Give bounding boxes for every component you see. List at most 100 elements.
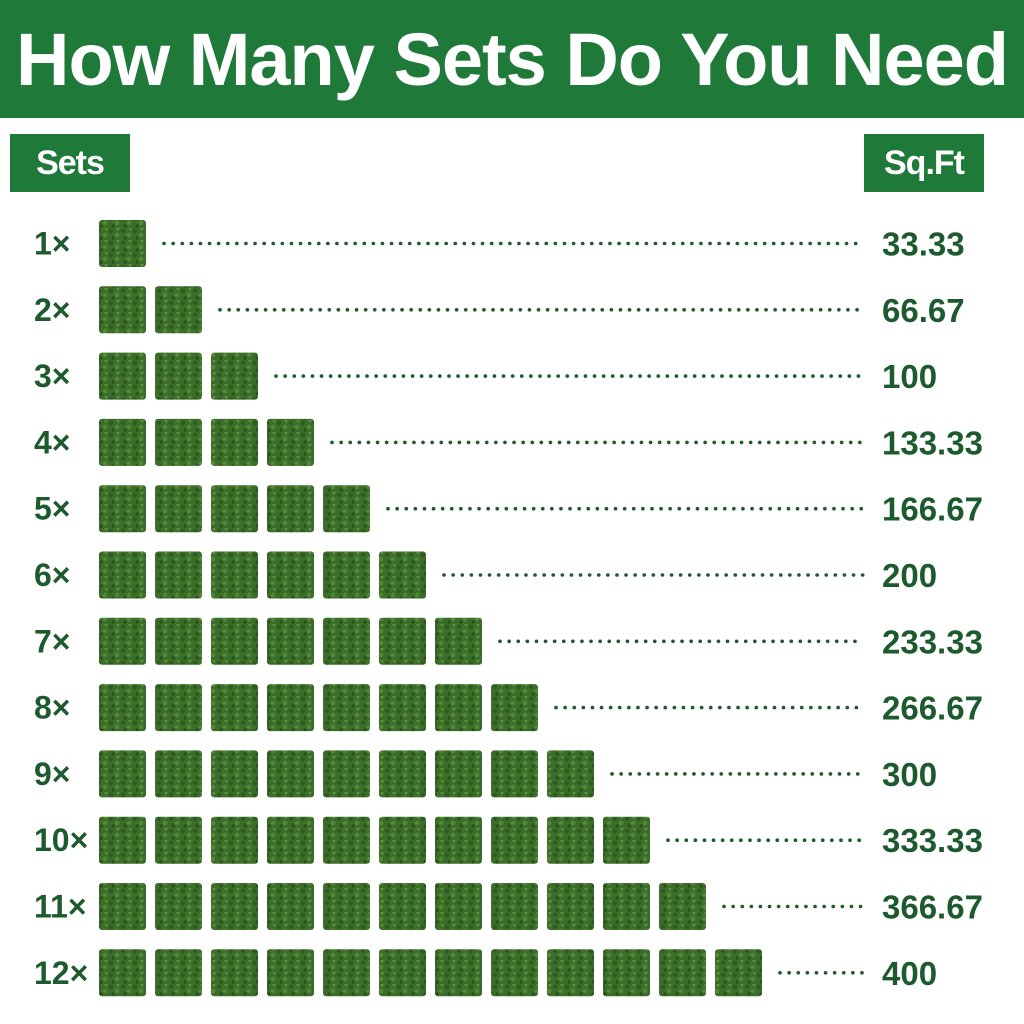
sqft-value-label: 33.33 <box>882 226 965 263</box>
grass-tile <box>547 883 594 930</box>
grass-tile <box>99 617 146 665</box>
sqft-column-header: Sq.Ft <box>864 134 984 192</box>
grass-tile <box>659 883 706 930</box>
grass-tile <box>99 220 146 267</box>
grass-tile <box>155 617 202 665</box>
grass-tile <box>155 485 202 533</box>
grass-tile <box>155 352 202 400</box>
sqft-value-label: 233.33 <box>882 623 983 660</box>
grass-tile <box>99 352 146 400</box>
sqft-value-label: 300 <box>882 756 937 793</box>
grass-tile <box>379 684 426 732</box>
grass-tile <box>211 418 258 466</box>
title-banner: How Many Sets Do You Need <box>0 0 1024 118</box>
row-label: 10× <box>34 822 88 858</box>
grass-tile <box>267 750 314 798</box>
grass-tile <box>99 949 146 997</box>
sqft-value-label: 66.67 <box>882 292 965 329</box>
grass-tile <box>155 949 202 997</box>
sqft-value-label: 133.33 <box>882 424 983 461</box>
row-label: 1× <box>34 226 70 262</box>
sets-column-header: Sets <box>10 134 130 192</box>
chart-title: How Many Sets Do You Need <box>16 17 1009 101</box>
row-label: 9× <box>34 756 70 792</box>
grass-tile <box>267 551 314 599</box>
grass-tile <box>659 949 706 997</box>
grass-tile <box>211 684 258 732</box>
grass-tile <box>211 617 258 665</box>
grass-tile <box>491 883 538 930</box>
grass-tile <box>435 750 482 798</box>
grass-tile <box>155 750 202 798</box>
grass-tile <box>547 949 594 997</box>
grass-tile <box>211 750 258 798</box>
grass-tile <box>323 551 370 599</box>
grass-tile <box>379 949 426 997</box>
grass-tile <box>435 883 482 930</box>
grass-tile <box>323 750 370 798</box>
grass-tile <box>603 816 650 864</box>
grass-tile <box>547 816 594 864</box>
grass-tile <box>547 750 594 798</box>
grass-tile <box>491 816 538 864</box>
grass-tile <box>99 286 146 334</box>
grass-tile <box>603 883 650 930</box>
grass-tile <box>99 551 146 599</box>
grass-tile <box>715 949 762 997</box>
grass-tile <box>267 684 314 732</box>
grass-tile <box>211 551 258 599</box>
grass-tile <box>99 816 146 864</box>
grass-tile <box>267 816 314 864</box>
grass-tile <box>491 949 538 997</box>
grass-tile <box>211 485 258 533</box>
sqft-value-label: 266.67 <box>882 690 983 727</box>
row-label: 4× <box>34 424 70 460</box>
grass-tile <box>435 949 482 997</box>
sqft-value-label: 166.67 <box>882 491 983 528</box>
grass-tile <box>211 949 258 997</box>
grass-tile <box>99 750 146 798</box>
grass-tile <box>491 684 538 732</box>
grass-tile <box>211 352 258 400</box>
row-label: 3× <box>34 358 70 394</box>
grass-tile <box>155 684 202 732</box>
row-label: 11× <box>34 889 87 925</box>
grass-tile <box>155 816 202 864</box>
row-label: 7× <box>34 623 70 659</box>
grass-tile <box>155 286 202 334</box>
grass-tile <box>99 883 146 930</box>
sqft-value-label: 100 <box>882 358 937 395</box>
row-label: 5× <box>34 491 70 527</box>
sqft-value-label: 400 <box>882 955 937 992</box>
grass-tile <box>99 485 146 533</box>
grass-tile <box>267 485 314 533</box>
sqft-value-label: 333.33 <box>882 822 983 859</box>
grass-tile <box>155 551 202 599</box>
grass-tile <box>323 949 370 997</box>
grass-tile <box>211 816 258 864</box>
grass-tile <box>267 617 314 665</box>
grass-tile <box>323 883 370 930</box>
grass-tile <box>267 883 314 930</box>
grass-tile <box>491 750 538 798</box>
grass-tile <box>211 883 258 930</box>
grass-tile <box>379 750 426 798</box>
grass-tile <box>267 418 314 466</box>
row-label: 12× <box>34 955 88 991</box>
grass-tile <box>323 617 370 665</box>
grass-tile <box>379 883 426 930</box>
sqft-value-label: 200 <box>882 557 937 594</box>
grass-tile <box>323 684 370 732</box>
grass-tile <box>323 485 370 533</box>
grass-tile <box>435 617 482 665</box>
grass-tile <box>435 684 482 732</box>
grass-tile <box>379 816 426 864</box>
grass-tile <box>155 418 202 466</box>
grass-tile <box>99 418 146 466</box>
grass-tile <box>379 551 426 599</box>
row-label: 8× <box>34 690 70 726</box>
sqft-value-label: 366.67 <box>882 889 983 926</box>
grass-tile <box>323 816 370 864</box>
grass-tile <box>267 949 314 997</box>
